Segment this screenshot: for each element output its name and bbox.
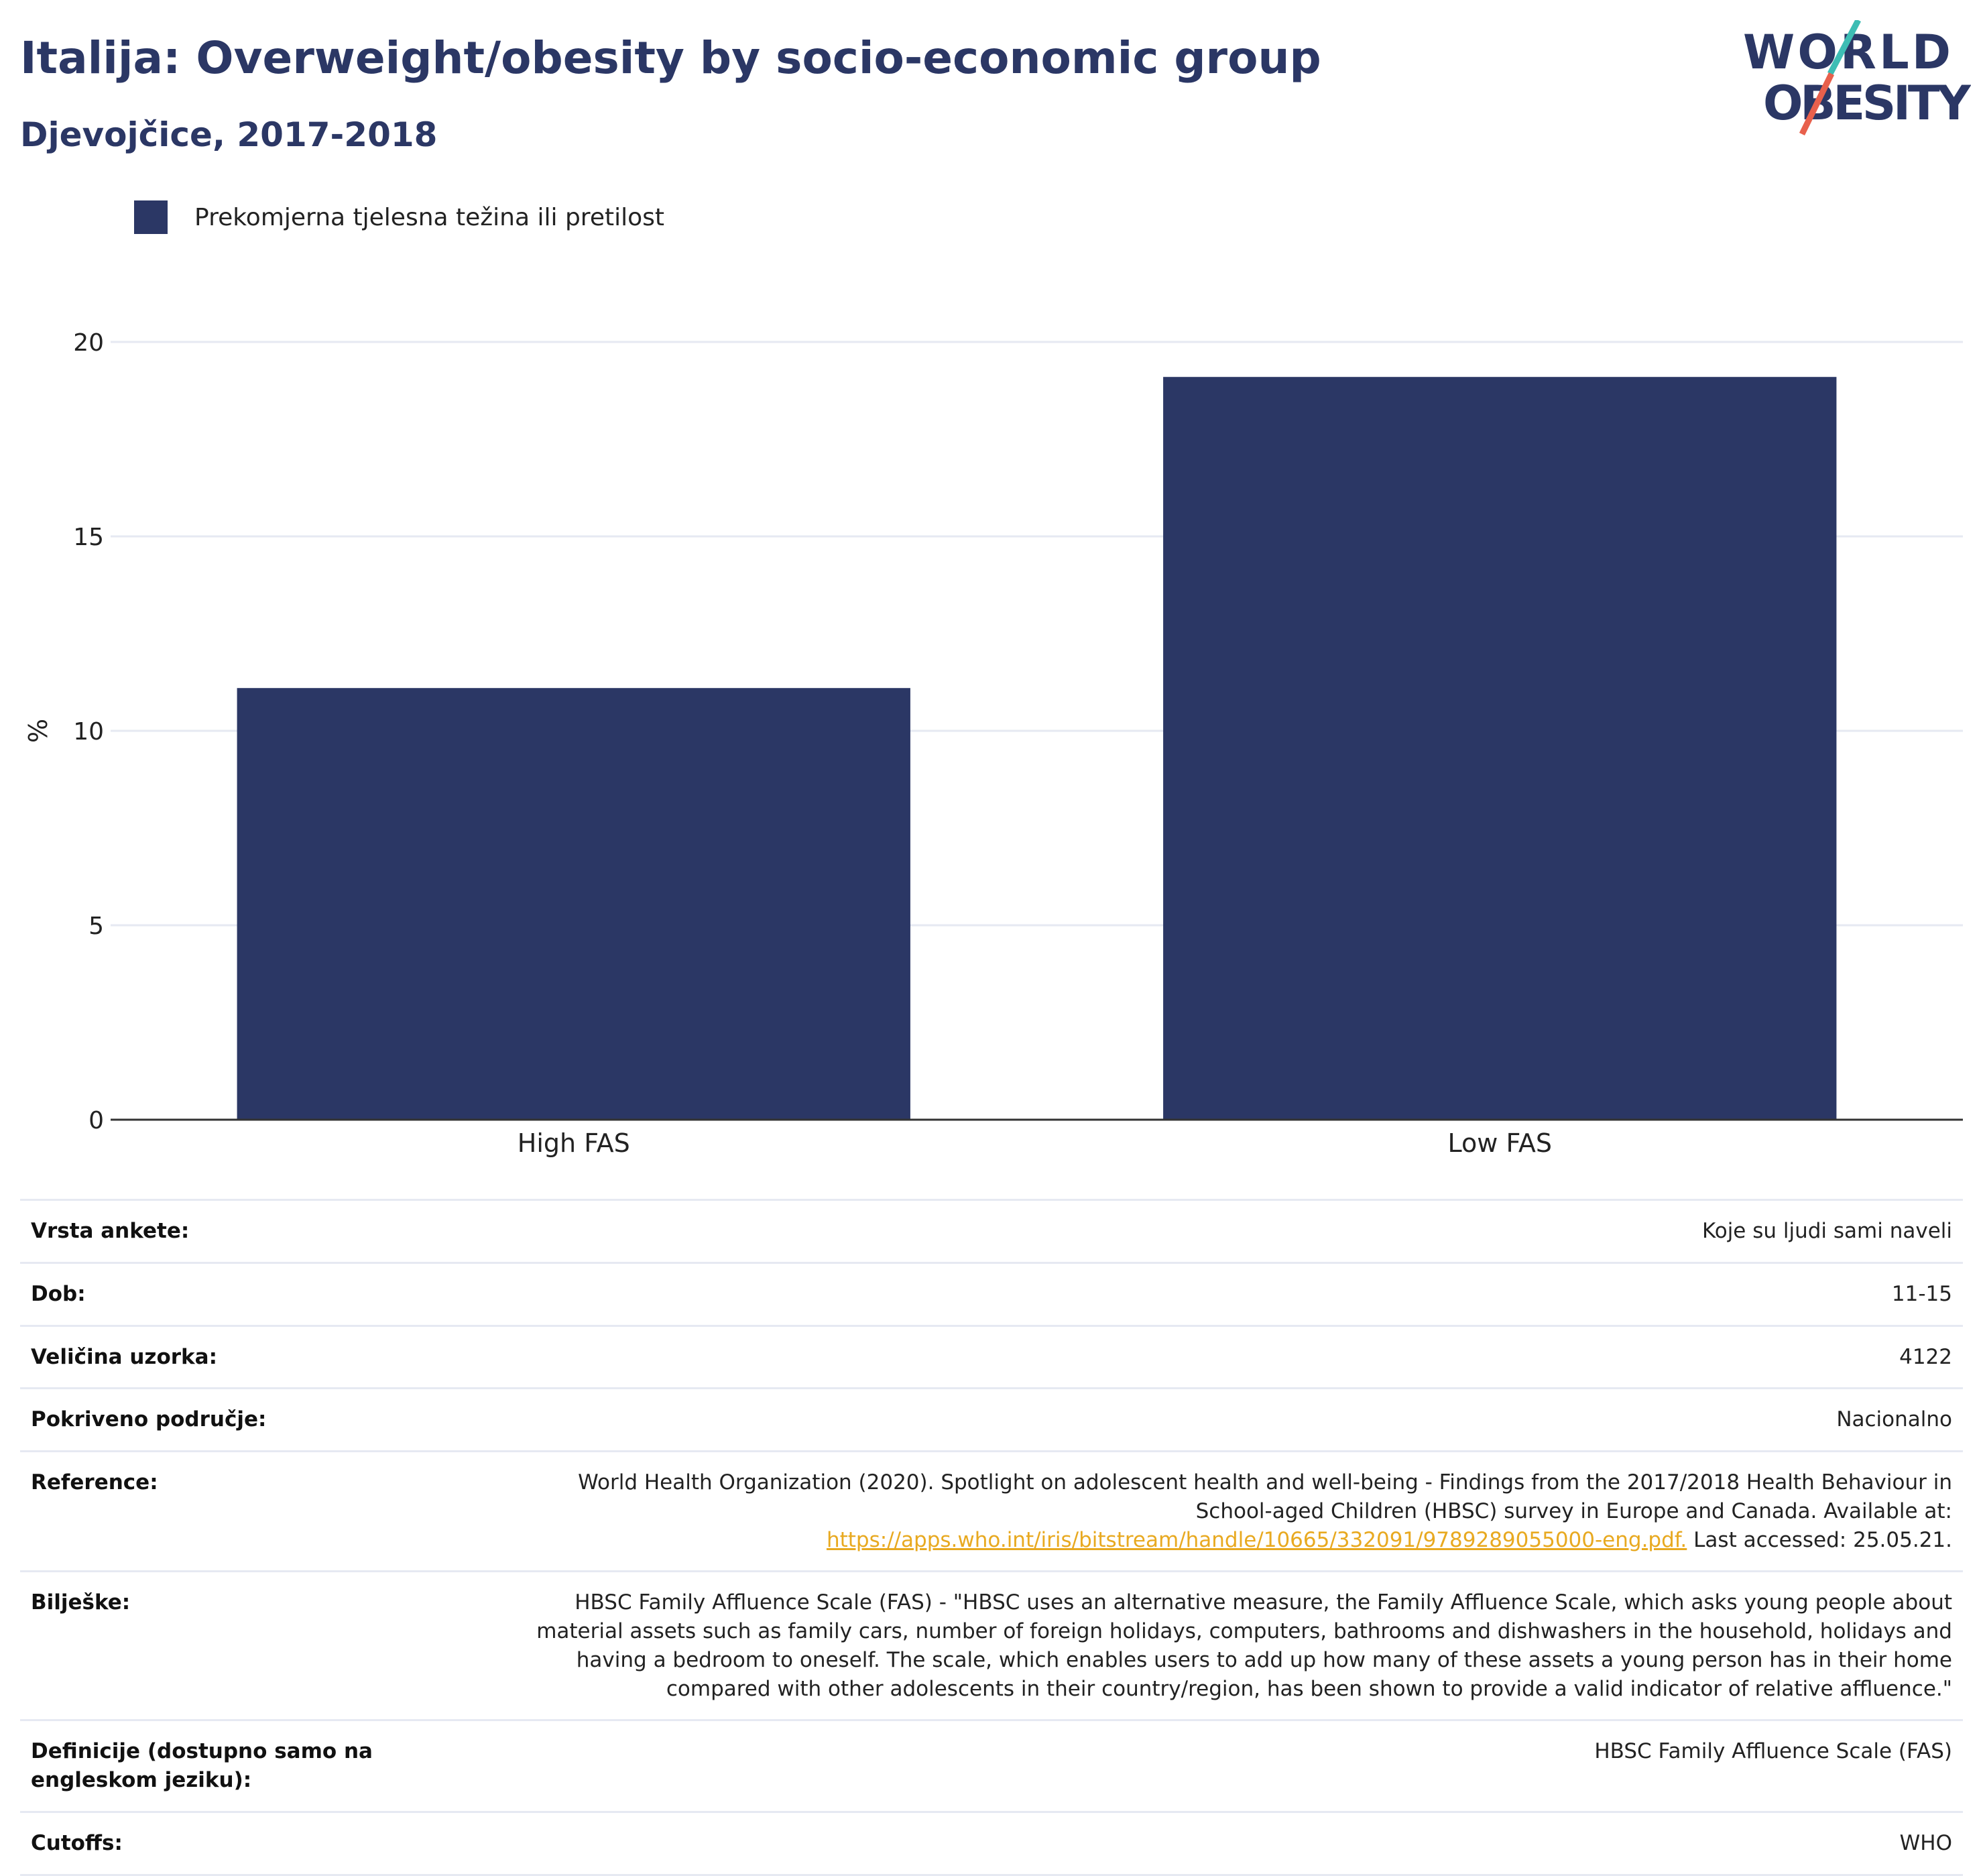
bar[interactable] [237, 688, 910, 1120]
bar[interactable] [1163, 377, 1837, 1120]
meta-label: Definicije (dostupno samo na engleskom j… [20, 1719, 504, 1812]
meta-label: Reference: [20, 1450, 504, 1572]
y-tick-label: 20 [73, 329, 104, 357]
legend-label: Prekomjerna tjelesna težina ili pretilos… [194, 203, 664, 231]
meta-value: Nacionalno [504, 1387, 1963, 1452]
meta-value: 11-15 [504, 1261, 1963, 1326]
meta-row-age: Dob: 11-15 [20, 1261, 1963, 1326]
meta-value: HBSC Family Affluence Scale (FAS) [504, 1719, 1963, 1812]
meta-row-definitions: Definicije (dostupno samo na engleskom j… [20, 1719, 1963, 1812]
meta-row-sample-size: Veličina uzorka: 4122 [20, 1324, 1963, 1389]
chart-legend: Prekomjerna tjelesna težina ili pretilos… [134, 200, 664, 235]
page-title: Italija: Overweight/obesity by socio-eco… [20, 32, 1321, 84]
meta-value: World Health Organization (2020). Spotli… [504, 1450, 1963, 1572]
survey-metadata-table: Vrsta ankete: Koje su ljudi sami naveli … [20, 1199, 1963, 1876]
meta-row-notes: Bilješke: HBSC Family Affluence Scale (F… [20, 1570, 1963, 1720]
y-tick-label: 0 [88, 1107, 104, 1134]
y-tick-label: 15 [73, 524, 104, 551]
reference-link[interactable]: https://apps.who.int/iris/bitstream/hand… [826, 1527, 1687, 1552]
reference-accessed: Last accessed: 25.05.21. [1693, 1527, 1952, 1552]
y-tick-label: 10 [73, 718, 104, 746]
meta-value: WHO [504, 1810, 1963, 1876]
meta-value: 4122 [504, 1324, 1963, 1389]
meta-value: HBSC Family Affluence Scale (FAS) - "HBS… [504, 1570, 1963, 1720]
svg-text:WORLD: WORLD [1743, 25, 1951, 80]
meta-row-reference: Reference: World Health Organization (20… [20, 1450, 1963, 1572]
meta-label: Cutoffs: [20, 1810, 504, 1876]
y-axis-label: % [23, 719, 53, 743]
bar-chart: 0 5 10 15 20 High FAS Low FAS % [23, 329, 1963, 1158]
meta-label: Vrsta ankete: [20, 1199, 504, 1263]
meta-label: Bilješke: [20, 1570, 504, 1720]
meta-row-survey-type: Vrsta ankete: Koje su ljudi sami naveli [20, 1199, 1963, 1263]
meta-label: Dob: [20, 1261, 504, 1326]
meta-row-cutoffs: Cutoffs: WHO [20, 1810, 1963, 1876]
x-tick-label: High FAS [518, 1128, 630, 1158]
reference-text: World Health Organization (2020). Spotli… [578, 1470, 1952, 1523]
legend-swatch [134, 200, 168, 234]
meta-row-area: Pokriveno područje: Nacionalno [20, 1387, 1963, 1452]
meta-label: Veličina uzorka: [20, 1324, 504, 1389]
page-subtitle: Djevojčice, 2017-2018 [20, 115, 438, 154]
y-tick-label: 5 [88, 913, 104, 940]
x-tick-label: Low FAS [1448, 1128, 1552, 1158]
meta-label: Pokriveno područje: [20, 1387, 504, 1452]
meta-value: Koje su ljudi sami naveli [504, 1199, 1963, 1263]
svg-text:OBESITY: OBESITY [1763, 76, 1971, 131]
world-obesity-logo: WORLD OBESITY [1743, 20, 1971, 135]
